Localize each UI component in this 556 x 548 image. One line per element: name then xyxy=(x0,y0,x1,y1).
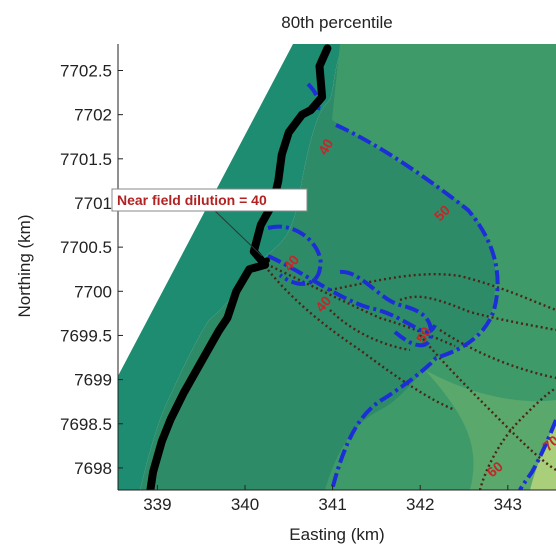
dotted-contour xyxy=(329,309,411,352)
dotted-contour xyxy=(419,334,556,472)
contour-label: 40 xyxy=(315,136,337,158)
x-tick-group: 339 340 341 342 343 xyxy=(143,485,522,514)
coastline-layer xyxy=(146,44,332,490)
y-tick-label: 7700 xyxy=(74,282,112,301)
annotation-point xyxy=(263,257,270,264)
dotted-contours xyxy=(261,260,556,490)
plot-content: 40 50 40 40 50 60 70 xyxy=(118,44,556,490)
sea-mid-region xyxy=(325,44,556,490)
land-region xyxy=(118,44,343,490)
y-tick-group: 7698 7698.5 7699 7699.5 7700 7700.5 7701 7701.5… xyxy=(60,61,123,478)
x-tick-label: 343 xyxy=(494,495,522,514)
contour-label: 50 xyxy=(413,324,435,346)
x-axis-label: Easting (km) xyxy=(289,525,384,544)
y-tick-label: 7698 xyxy=(74,459,112,478)
annotation-box xyxy=(111,188,308,212)
y-tick-label: 7699.5 xyxy=(60,326,112,345)
y-tick-label: 7700.5 xyxy=(60,238,112,257)
contour-40-inner xyxy=(267,224,323,286)
y-tick-label: 7699 xyxy=(74,371,112,390)
dotted-contour xyxy=(261,260,456,348)
dotted-contour xyxy=(439,329,556,380)
contour-40-plume xyxy=(267,254,437,335)
sea-inner-region xyxy=(425,370,556,490)
y-axis-label: Northing (km) xyxy=(15,215,34,318)
contour-60-line xyxy=(518,419,556,490)
y-tick-label: 7701.5 xyxy=(60,150,112,169)
coastline xyxy=(146,44,332,490)
x-tick-label: 339 xyxy=(143,495,171,514)
contour-40-loop xyxy=(339,269,433,348)
dilution-contours xyxy=(267,82,556,490)
contour-coast-blue xyxy=(306,82,321,111)
y-tick-label: 7698.5 xyxy=(60,415,112,434)
chart-title: 80th percentile xyxy=(281,13,393,32)
y-tick-label: 7702.5 xyxy=(60,61,112,80)
dotted-contour xyxy=(329,273,556,312)
x-tick-label: 340 xyxy=(231,495,259,514)
x-tick-label: 341 xyxy=(318,495,346,514)
annotation-text: Near field dilution = 40 xyxy=(117,192,267,208)
dotted-contour xyxy=(261,261,456,412)
annotation-arrow xyxy=(211,207,263,257)
contour-50-line xyxy=(330,123,500,490)
y-tick-label: 7702 xyxy=(74,106,112,125)
x-tick-label: 342 xyxy=(406,495,434,514)
y-tick-label: 7701 xyxy=(74,194,112,213)
dotted-contour xyxy=(478,386,556,490)
